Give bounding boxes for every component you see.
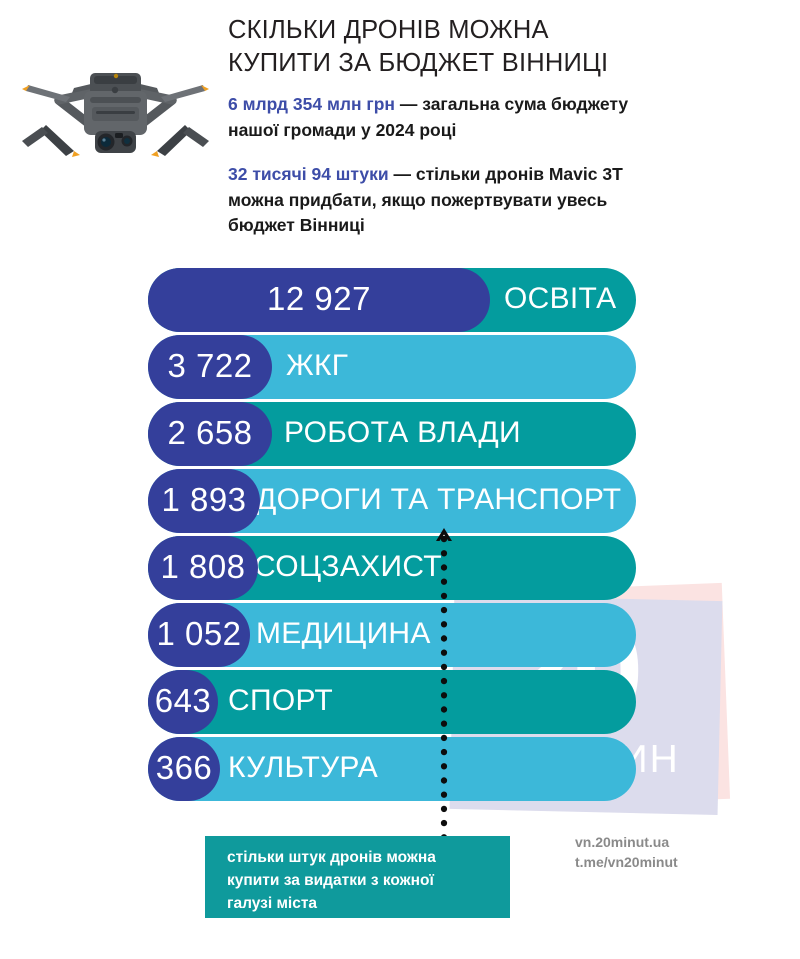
page-title-line1: СКІЛЬКИ ДРОНІВ МОЖНА — [228, 16, 549, 44]
budget-amount: 6 млрд 354 млн грн — [228, 94, 395, 115]
drone-icon — [22, 73, 209, 157]
telegram-link[interactable]: t.me/vn20minut — [575, 854, 678, 871]
source-links: vn.20minut.ua t.me/vn20minut — [575, 832, 678, 872]
category-label: ЖКГ — [286, 348, 349, 382]
category-bar — [148, 670, 636, 734]
category-label: КУЛЬТУРА — [228, 750, 379, 784]
caption-line-2: купити за видатки з кожної — [227, 871, 434, 889]
value-pill: 2 658 — [148, 402, 272, 466]
caption-box: стільки штук дронів можна купити за вида… — [205, 836, 510, 918]
category-label: МЕДИЦИНА — [256, 616, 431, 650]
value-pill: 12 927 — [148, 268, 490, 332]
value-pill: 643 — [148, 670, 218, 734]
header-block: СКІЛЬКИ ДРОНІВ МОЖНА КУПИТИ ЗА БЮДЖЕТ ВІ… — [228, 14, 648, 239]
caption-line-1: стільки штук дронів можна — [227, 849, 436, 866]
category-label: РОБОТА ВЛАДИ — [284, 415, 521, 449]
drones-text: — стільки дронів Mavic 3T можна придбати… — [228, 164, 623, 236]
drones-count: 32 тисячі 94 штуки — [228, 164, 389, 185]
category-label: ДОРОГИ ТА ТРАНСПОРТ — [256, 482, 622, 516]
page-title-line2: КУПИТИ ЗА БЮДЖЕТ ВІННИЦІ — [228, 49, 609, 78]
caption-line-3: галузі міста — [227, 894, 318, 912]
page-title: СКІЛЬКИ ДРОНІВ МОЖНА КУПИТИ ЗА БЮДЖЕТ ВІ… — [228, 14, 648, 80]
budget-paragraph: 6 млрд 354 млн грн — загальна сума бюдже… — [228, 92, 648, 143]
pointer-arrow-icon — [436, 528, 452, 840]
value-pill: 1 808 — [148, 536, 258, 600]
drones-paragraph: 32 тисячі 94 штуки — стільки дронів Mavi… — [228, 162, 648, 239]
value-pill: 1 052 — [148, 603, 250, 667]
website-link[interactable]: vn.20minut.ua — [575, 834, 670, 850]
category-bar — [148, 737, 636, 801]
category-label: СОЦЗАХИСТ — [254, 549, 442, 583]
budget-text: — загальна сума бюджету нашої громади у … — [228, 94, 629, 140]
value-pill: 1 893 — [148, 469, 260, 533]
category-label: СПОРТ — [228, 683, 334, 717]
category-label: ОСВІТА — [504, 281, 617, 315]
value-pill: 366 — [148, 737, 220, 801]
value-pill: 3 722 — [148, 335, 272, 399]
